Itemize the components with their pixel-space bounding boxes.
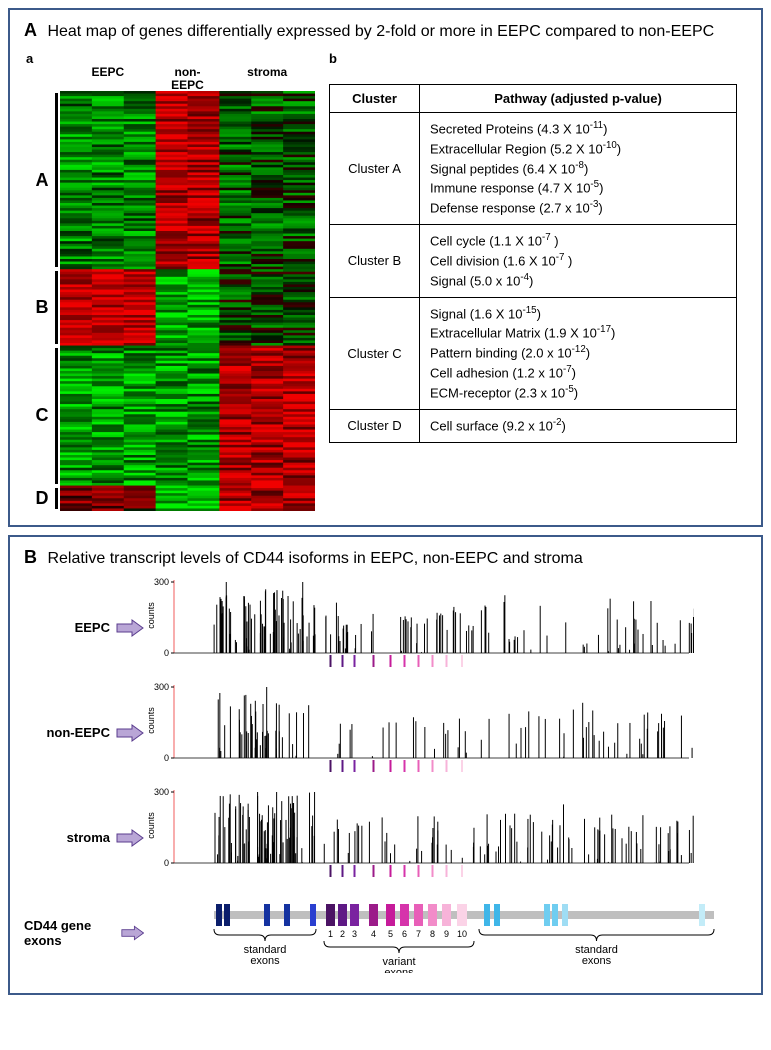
svg-text:8: 8 bbox=[430, 929, 435, 939]
track-plot: 0 300 counts bbox=[144, 683, 694, 782]
track-plot: 0 300 counts bbox=[144, 788, 694, 887]
track-label: EEPC bbox=[24, 619, 144, 637]
track-label: non-EEPC bbox=[24, 724, 144, 742]
svg-text:counts: counts bbox=[146, 602, 156, 629]
svg-text:9: 9 bbox=[444, 929, 449, 939]
panel-a-label: A bbox=[24, 20, 37, 40]
panel-a-title-text: Heat map of genes differentially express… bbox=[47, 23, 714, 40]
pathway-cell: Cell surface (9.2 x 10-2) bbox=[420, 409, 737, 442]
svg-text:0: 0 bbox=[164, 753, 169, 763]
svg-text:0: 0 bbox=[164, 648, 169, 658]
heatmap-col-header: non- EEPC bbox=[156, 66, 220, 91]
pathway-cell: Cell cycle (1.1 X 10-7 )Cell division (1… bbox=[420, 225, 737, 297]
cluster-table-section: b Cluster Pathway (adjusted p-value) Clu… bbox=[329, 51, 737, 511]
svg-text:5: 5 bbox=[388, 929, 393, 939]
cluster-cell: Cluster D bbox=[330, 409, 420, 442]
svg-text:300: 300 bbox=[154, 578, 169, 587]
heatmap bbox=[60, 91, 315, 511]
panel-a: A Heat map of genes differentially expre… bbox=[8, 8, 763, 527]
track-plot: 0 300 counts bbox=[144, 578, 694, 677]
sub-label-a: a bbox=[26, 51, 33, 66]
heatmap-section: a EEPCnon- EEPCstroma ABCD bbox=[24, 51, 315, 511]
table-row: Cluster CSignal (1.6 X 10-15)Extracellul… bbox=[330, 297, 737, 409]
pathway-cell: Signal (1.6 X 10-15)Extracellular Matrix… bbox=[420, 297, 737, 409]
svg-text:0: 0 bbox=[164, 858, 169, 868]
svg-text:1: 1 bbox=[328, 929, 333, 939]
cluster-label-B: B bbox=[24, 269, 60, 345]
heatmap-col-header: EEPC bbox=[60, 66, 156, 91]
arrow-icon bbox=[116, 619, 144, 637]
cluster-label-A: A bbox=[24, 91, 60, 269]
svg-text:exons: exons bbox=[582, 955, 612, 967]
cluster-cell: Cluster C bbox=[330, 297, 420, 409]
svg-text:10: 10 bbox=[457, 929, 467, 939]
panel-b-label: B bbox=[24, 547, 37, 567]
svg-text:6: 6 bbox=[402, 929, 407, 939]
arrow-icon bbox=[116, 724, 144, 742]
exon-diagram: standardexons12345678910variantexonsstan… bbox=[144, 893, 747, 973]
svg-text:7: 7 bbox=[416, 929, 421, 939]
table-header-cluster: Cluster bbox=[330, 85, 420, 113]
exon-diagram-label: CD44 gene exons bbox=[24, 918, 144, 948]
arrow-icon bbox=[121, 924, 144, 942]
svg-text:300: 300 bbox=[154, 683, 169, 692]
tracks-container: EEPC0300countsnon-EEPC0300countsstroma03… bbox=[24, 578, 747, 887]
svg-text:3: 3 bbox=[352, 929, 357, 939]
panel-b: B Relative transcript levels of CD44 iso… bbox=[8, 535, 763, 995]
panel-b-title: B Relative transcript levels of CD44 iso… bbox=[24, 547, 747, 568]
heatmap-cluster-labels: ABCD bbox=[24, 91, 60, 511]
svg-text:300: 300 bbox=[154, 788, 169, 797]
cluster-cell: Cluster B bbox=[330, 225, 420, 297]
table-header-pathway: Pathway (adjusted p-value) bbox=[420, 85, 737, 113]
svg-text:2: 2 bbox=[340, 929, 345, 939]
svg-text:counts: counts bbox=[146, 812, 156, 839]
track-row-non-EEPC: non-EEPC 0 300 counts bbox=[24, 683, 747, 782]
cluster-label-D: D bbox=[24, 486, 60, 511]
heatmap-col-header: stroma bbox=[219, 66, 315, 91]
heatmap-column-headers: EEPCnon- EEPCstroma bbox=[60, 66, 315, 91]
track-row-stroma: stroma 0 300 counts bbox=[24, 788, 747, 887]
panel-b-title-text: Relative transcript levels of CD44 isofo… bbox=[47, 550, 582, 567]
table-row: Cluster BCell cycle (1.1 X 10-7 )Cell di… bbox=[330, 225, 737, 297]
pathway-cell: Secreted Proteins (4.3 X 10-11)Extracell… bbox=[420, 113, 737, 225]
track-row-EEPC: EEPC 0 300 counts bbox=[24, 578, 747, 677]
table-row: Cluster ASecreted Proteins (4.3 X 10-11)… bbox=[330, 113, 737, 225]
arrow-icon bbox=[116, 829, 144, 847]
svg-text:4: 4 bbox=[371, 929, 376, 939]
svg-text:counts: counts bbox=[146, 707, 156, 734]
cluster-pathway-table: Cluster Pathway (adjusted p-value) Clust… bbox=[329, 84, 737, 443]
track-label: stroma bbox=[24, 829, 144, 847]
exon-diagram-row: CD44 gene exons standardexons12345678910… bbox=[24, 893, 747, 973]
svg-text:exons: exons bbox=[250, 955, 280, 967]
panel-a-title: A Heat map of genes differentially expre… bbox=[24, 20, 747, 41]
cluster-cell: Cluster A bbox=[330, 113, 420, 225]
svg-text:exons: exons bbox=[384, 967, 414, 973]
sub-label-b: b bbox=[329, 51, 737, 66]
cluster-label-C: C bbox=[24, 346, 60, 486]
table-row: Cluster DCell surface (9.2 x 10-2) bbox=[330, 409, 737, 442]
